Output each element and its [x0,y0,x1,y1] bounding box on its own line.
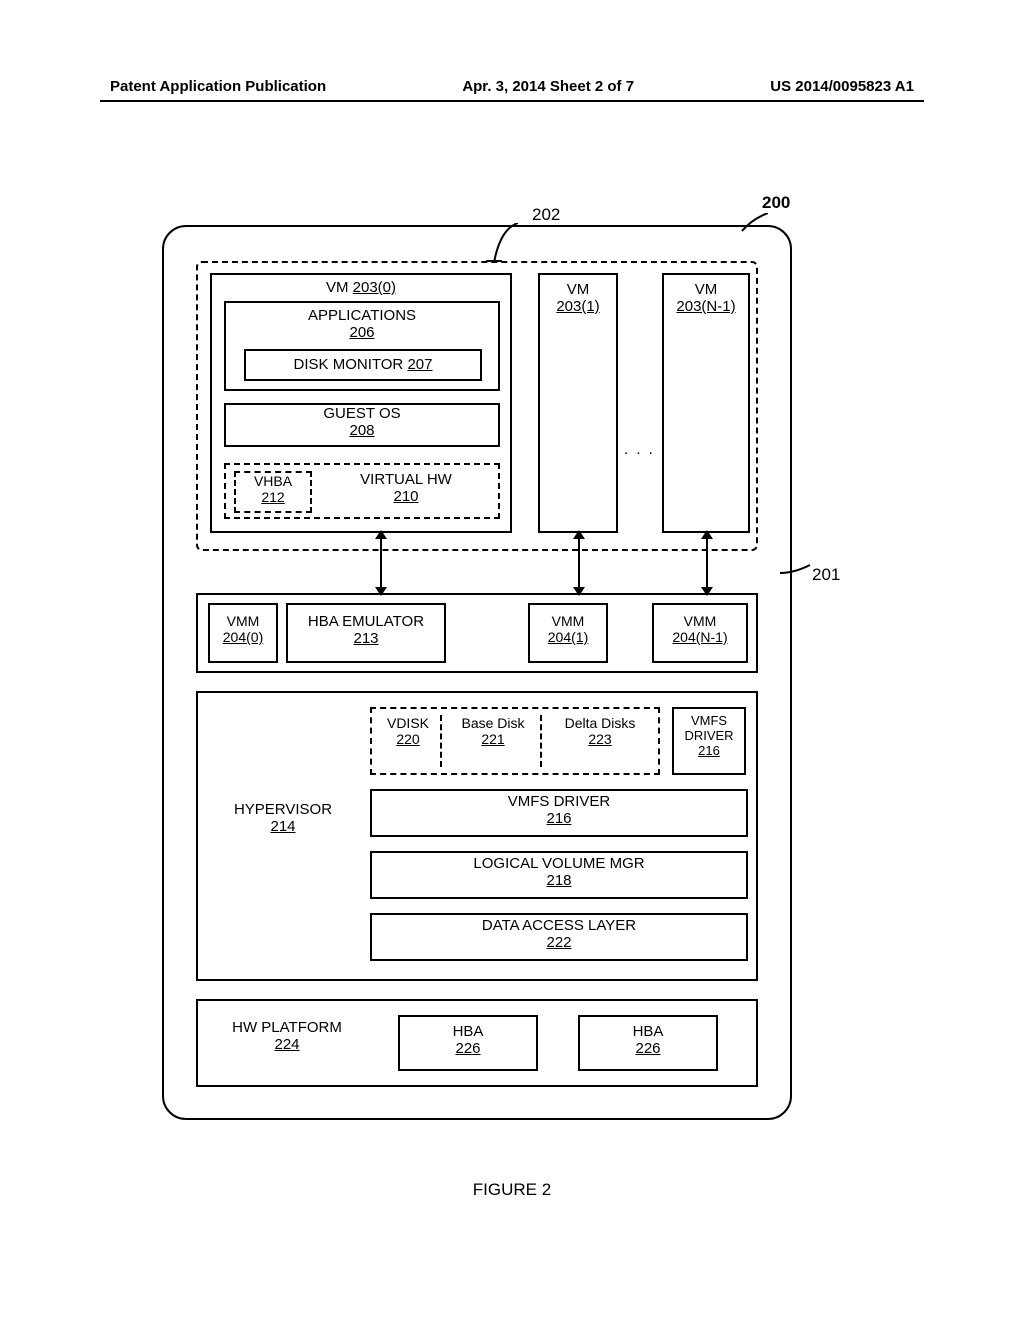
callout-201: 201 [812,565,840,585]
hypervisor-ref: 214 [218,818,348,835]
hba-1-label: HBA [400,1023,536,1040]
hw-platform-ref: 224 [212,1036,362,1053]
vhba-ref: 212 [236,489,310,505]
hw-platform-label: HW PLATFORM [212,1019,362,1036]
vmm-n-label: VMM [654,613,746,629]
callout-201-leader [780,563,814,579]
hba-emulator-ref: 213 [288,630,444,647]
vmfs-side-ref: 216 [674,743,744,758]
applications-box: APPLICATIONS 206 DISK MONITOR 207 [224,301,500,391]
hw-platform-label-block: HW PLATFORM 224 [212,1019,362,1053]
applications-ref: 206 [226,324,498,341]
vdisk-cell: VDISK 220 [376,715,442,767]
hba-emulator-box: HBA EMULATOR 213 [286,603,446,663]
vmm-0-ref: 204(0) [210,629,276,645]
arrow-vmn-vmmn [706,537,708,589]
vmfs-driver-side-box: VMFSDRIVER 216 [672,707,746,775]
virtual-hw-label-block: VIRTUAL HW 210 [346,471,466,505]
hba-1-box: HBA 226 [398,1015,538,1071]
vdisk-dashed-box: VDISK 220 Base Disk 221 Delta Disks 223 [370,707,660,775]
figure-diagram: 200 202 201 VM 203(0) APPLICATIONS 206 D… [162,225,802,1165]
hw-platform-box: HW PLATFORM 224 HBA 226 HBA 226 [196,999,758,1087]
hba-2-ref: 226 [580,1040,716,1057]
disk-monitor-label: DISK MONITOR [294,356,408,373]
vmm-row: VMM 204(0) HBA EMULATOR 213 VMM 204(1) V… [196,593,758,673]
callout-202: 202 [532,205,560,225]
vm-0-box: VM 203(0) APPLICATIONS 206 DISK MONITOR … [210,273,512,533]
da-label: DATA ACCESS LAYER [372,917,746,934]
virtual-hw-dashed: VHBA 212 VIRTUAL HW 210 [224,463,500,519]
vm-1-ref: 203(1) [540,298,616,315]
applications-label: APPLICATIONS [226,307,498,324]
vm-ellipsis: . . . . [624,441,667,458]
guest-os-ref: 208 [226,422,498,439]
hypervisor-box: HYPERVISOR 214 VMFSDRIVER 216 VDISK 220 … [196,691,758,981]
lvm-ref: 218 [372,872,746,889]
virtual-hw-ref: 210 [346,488,466,505]
lvm-layer: LOGICAL VOLUME MGR 218 [370,851,748,899]
base-disk-label: Base Disk [446,715,540,731]
lvm-label: LOGICAL VOLUME MGR [372,855,746,872]
vm-1-box: VM 203(1) [538,273,618,533]
vdisk-ref: 220 [376,731,440,747]
vdisk-label: VDISK [376,715,440,731]
vm-0-title: VM 203(0) [212,279,510,296]
hba-2-box: HBA 226 [578,1015,718,1071]
virtual-hw-label: VIRTUAL HW [346,471,466,488]
callout-202-leader [482,223,518,265]
vhba-label: VHBA [236,473,310,489]
vmfs-side-label: VMFSDRIVER [674,713,744,743]
vmm-1-ref: 204(1) [530,629,606,645]
data-access-layer: DATA ACCESS LAYER 222 [370,913,748,961]
page-header: Patent Application Publication Apr. 3, 2… [0,78,1024,95]
callout-200-leader [740,213,768,233]
vm-0-title-prefix: VM [326,279,353,296]
base-disk-ref: 221 [446,731,540,747]
vmm-1-box: VMM 204(1) [528,603,608,663]
vmfs-layer-ref: 216 [372,810,746,827]
vmm-n-ref: 204(N-1) [654,629,746,645]
hypervisor-label: HYPERVISOR [218,801,348,818]
header-right: US 2014/0095823 A1 [770,78,914,95]
vm-1-label: VM [540,281,616,298]
vhba-box: VHBA 212 [234,471,312,513]
arrow-vm0-vmm0 [380,537,382,589]
vm-0-title-ref: 203(0) [353,279,396,296]
vmm-1-label: VMM [530,613,606,629]
hba-1-ref: 226 [400,1040,536,1057]
da-ref: 222 [372,934,746,951]
vmm-n-box: VMM 204(N-1) [652,603,748,663]
header-divider [100,100,924,102]
guest-os-box: GUEST OS 208 [224,403,500,447]
hba-2-label: HBA [580,1023,716,1040]
disk-monitor-box: DISK MONITOR 207 [244,349,482,381]
base-disk-cell: Base Disk 221 [446,715,542,767]
vm-n-label: VM [664,281,748,298]
disk-monitor-ref: 207 [407,356,432,373]
delta-disks-label: Delta Disks [546,715,654,731]
vm-n-box: VM 203(N-1) [662,273,750,533]
vm-n-ref: 203(N-1) [664,298,748,315]
figure-caption: FIGURE 2 [0,1180,1024,1200]
guest-os-label: GUEST OS [226,405,498,422]
callout-200: 200 [762,193,790,213]
vmfs-layer-label: VMFS DRIVER [372,793,746,810]
delta-disks-cell: Delta Disks 223 [546,715,654,767]
header-center: Apr. 3, 2014 Sheet 2 of 7 [462,78,634,95]
vmfs-driver-layer: VMFS DRIVER 216 [370,789,748,837]
arrow-vm1-vmm1 [578,537,580,589]
hba-emulator-label: HBA EMULATOR [288,613,444,630]
vmm-0-label: VMM [210,613,276,629]
vmm-0-box: VMM 204(0) [208,603,278,663]
delta-disks-ref: 223 [546,731,654,747]
header-left: Patent Application Publication [110,78,326,95]
hypervisor-label-block: HYPERVISOR 214 [218,801,348,835]
